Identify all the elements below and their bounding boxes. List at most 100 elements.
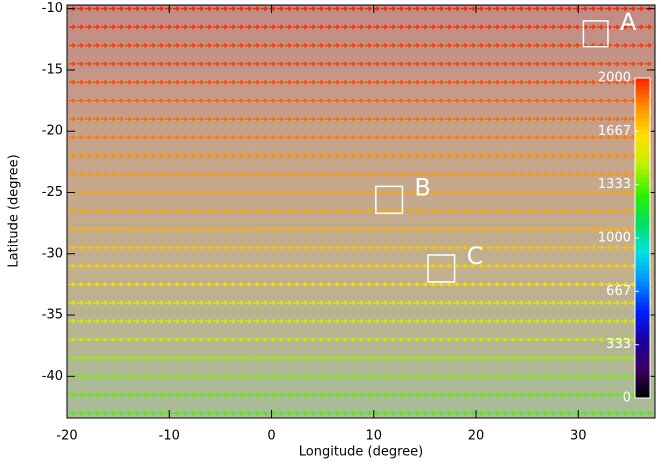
- colorbar-segment: [635, 322, 650, 327]
- colorbar-tick-label: 0: [623, 391, 631, 406]
- x-tick-label: 10: [366, 429, 383, 444]
- colorbar-segment: [635, 298, 650, 303]
- colorbar-segment: [635, 250, 650, 255]
- colorbar-segment: [635, 210, 650, 215]
- colorbar-segment: [635, 158, 650, 163]
- colorbar-segment: [635, 222, 650, 227]
- colorbar-segment: [635, 238, 650, 243]
- colorbar-segment: [635, 122, 650, 127]
- colorbar-segment: [635, 190, 650, 195]
- region-label: C: [467, 242, 484, 270]
- colorbar-segment: [635, 78, 650, 83]
- y-tick-label: -40: [42, 369, 63, 384]
- colorbar-segment: [635, 230, 650, 235]
- colorbar-segment: [635, 98, 650, 103]
- colorbar-segment: [635, 226, 650, 231]
- colorbar-segment: [635, 90, 650, 95]
- x-tick-label: -10: [159, 429, 180, 444]
- colorbar-segment: [635, 294, 650, 299]
- colorbar-segment: [635, 290, 650, 295]
- colorbar-segment: [635, 286, 650, 291]
- colorbar-segment: [635, 206, 650, 211]
- colorbar-segment: [635, 266, 650, 271]
- colorbar-segment: [635, 174, 650, 179]
- colorbar-segment: [635, 126, 650, 131]
- colorbar-tick-label: 1333: [598, 177, 631, 192]
- x-tick-label: 20: [468, 429, 485, 444]
- colorbar-segment: [635, 270, 650, 275]
- colorbar-segment: [635, 86, 650, 91]
- colorbar-segment: [635, 194, 650, 199]
- y-axis-label: Latitude (degree): [7, 154, 22, 267]
- colorbar-segment: [635, 282, 650, 287]
- colorbar-segment: [635, 198, 650, 203]
- colorbar-segment: [635, 142, 650, 147]
- colorbar-segment: [635, 390, 650, 395]
- colorbar-tick-label: 667: [606, 284, 631, 299]
- colorbar-segment: [635, 274, 650, 279]
- x-tick-label: -20: [56, 429, 77, 444]
- colorbar-segment: [635, 178, 650, 183]
- colorbar-segment: [635, 154, 650, 159]
- colorbar-segment: [635, 118, 650, 123]
- y-tick-label: -20: [42, 124, 63, 139]
- colorbar-segment: [635, 246, 650, 251]
- colorbar-segment: [635, 358, 650, 363]
- colorbar-segment: [635, 366, 650, 371]
- colorbar-segment: [635, 334, 650, 339]
- y-tick-label: -15: [42, 62, 63, 77]
- colorbar-tick-label: 1000: [598, 231, 631, 246]
- colorbar-segment: [635, 166, 650, 171]
- colorbar-segment: [635, 82, 650, 87]
- colorbar-segment: [635, 130, 650, 135]
- x-tick-label: 30: [570, 429, 587, 444]
- colorbar-segment: [635, 110, 650, 115]
- colorbar-segment: [635, 94, 650, 99]
- colorbar-segment: [635, 170, 650, 175]
- y-tick-label: -10: [42, 1, 63, 16]
- colorbar-segment: [635, 138, 650, 143]
- x-axis-label: Longitude (degree): [299, 445, 424, 460]
- colorbar-segment: [635, 338, 650, 343]
- x-tick-label: 0: [267, 429, 275, 444]
- colorbar-segment: [635, 134, 650, 139]
- colorbar-segment: [635, 146, 650, 151]
- colorbar-segment: [635, 278, 650, 283]
- colorbar-segment: [635, 386, 650, 391]
- y-tick-label: -25: [42, 185, 63, 200]
- colorbar-segment: [635, 314, 650, 319]
- colorbar-segment: [635, 218, 650, 223]
- colorbar-tick-label: 2000: [598, 71, 631, 86]
- colorbar-segment: [635, 106, 650, 111]
- colorbar-tick-label: 1667: [598, 124, 631, 139]
- colorbar-segment: [635, 162, 650, 167]
- colorbar-segment: [635, 254, 650, 259]
- colorbar-segment: [635, 150, 650, 155]
- colorbar-tick-label: 333: [606, 337, 631, 352]
- y-tick-label: -35: [42, 308, 63, 323]
- colorbar-segment: [635, 258, 650, 263]
- colorbar-segment: [635, 318, 650, 323]
- colorbar-segment: [635, 350, 650, 355]
- colorbar-segment: [635, 102, 650, 107]
- chart: A B C 0 333 667 1000 1333 1667 2000 Longitude (de…: [0, 0, 661, 465]
- colorbar-segment: [635, 302, 650, 307]
- colorbar-segment: [635, 354, 650, 359]
- colorbar-segment: [635, 330, 650, 335]
- colorbar-segment: [635, 310, 650, 315]
- colorbar-segment: [635, 242, 650, 247]
- region-label: B: [414, 173, 430, 201]
- colorbar-segment: [635, 382, 650, 387]
- colorbar-segment: [635, 186, 650, 191]
- colorbar-segment: [635, 262, 650, 267]
- region-label: A: [620, 8, 637, 36]
- colorbar-segment: [635, 214, 650, 219]
- colorbar-segment: [635, 114, 650, 119]
- colorbar-segment: [635, 362, 650, 367]
- colorbar-segment: [635, 326, 650, 331]
- page: A B C 0 333 667 1000 1333 1667 2000 Longitude (de…: [0, 0, 661, 465]
- colorbar-segment: [635, 374, 650, 379]
- colorbar-segment: [635, 378, 650, 383]
- colorbar-segment: [635, 202, 650, 207]
- colorbar-segment: [635, 346, 650, 351]
